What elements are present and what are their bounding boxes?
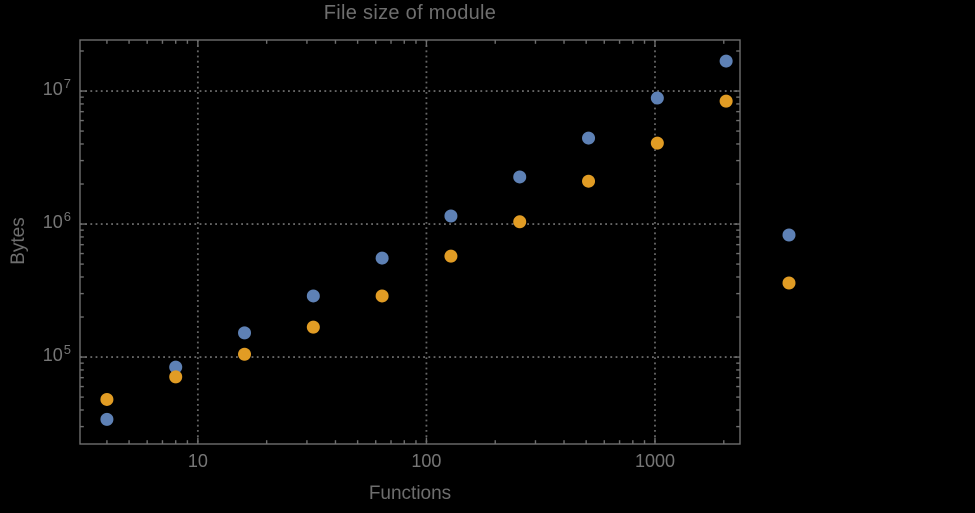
- data-point-series-2: [375, 289, 389, 303]
- data-point-series-1: [169, 360, 183, 374]
- data-point-series-2: [650, 136, 664, 150]
- y-tick-exponent: 5: [63, 342, 71, 358]
- y-tick-label: 105: [42, 342, 71, 366]
- data-point-series-2: [100, 392, 114, 406]
- legend-marker-1: [782, 228, 796, 242]
- data-point-series-1: [513, 170, 527, 184]
- y-tick-exponent: 7: [63, 76, 71, 92]
- legend-marker-2: [782, 276, 796, 290]
- y-axis-label: Bytes: [8, 217, 29, 265]
- y-tick-exponent: 6: [63, 209, 71, 225]
- x-axis-label: Functions: [368, 483, 452, 504]
- data-point-series-1: [582, 131, 596, 145]
- data-point-series-2: [513, 215, 527, 229]
- data-point-series-2: [169, 370, 183, 384]
- plot-frame: [79, 39, 741, 445]
- x-tick-label: 10: [187, 451, 208, 471]
- y-tick-label: 106: [42, 209, 71, 233]
- data-point-series-2: [582, 174, 596, 188]
- data-point-series-1: [444, 209, 458, 223]
- data-point-series-2: [306, 320, 320, 334]
- data-point-series-1: [100, 412, 114, 426]
- y-tick-mantissa: 10: [42, 345, 63, 366]
- y-tick-mantissa: 10: [42, 212, 63, 233]
- data-point-series-2: [719, 94, 733, 108]
- x-tick-label: 100: [411, 451, 442, 471]
- y-tick-label: 107: [42, 76, 71, 100]
- data-point-series-1: [650, 91, 664, 105]
- data-point-series-1: [306, 289, 320, 303]
- y-tick-mantissa: 10: [42, 79, 63, 100]
- data-point-series-1: [238, 326, 252, 340]
- chart-title: File size of module: [323, 2, 497, 24]
- data-point-series-1: [719, 54, 733, 68]
- data-point-series-2: [444, 249, 458, 263]
- data-point-series-1: [375, 251, 389, 265]
- data-point-series-2: [238, 347, 252, 361]
- x-tick-label: 1000: [634, 451, 675, 471]
